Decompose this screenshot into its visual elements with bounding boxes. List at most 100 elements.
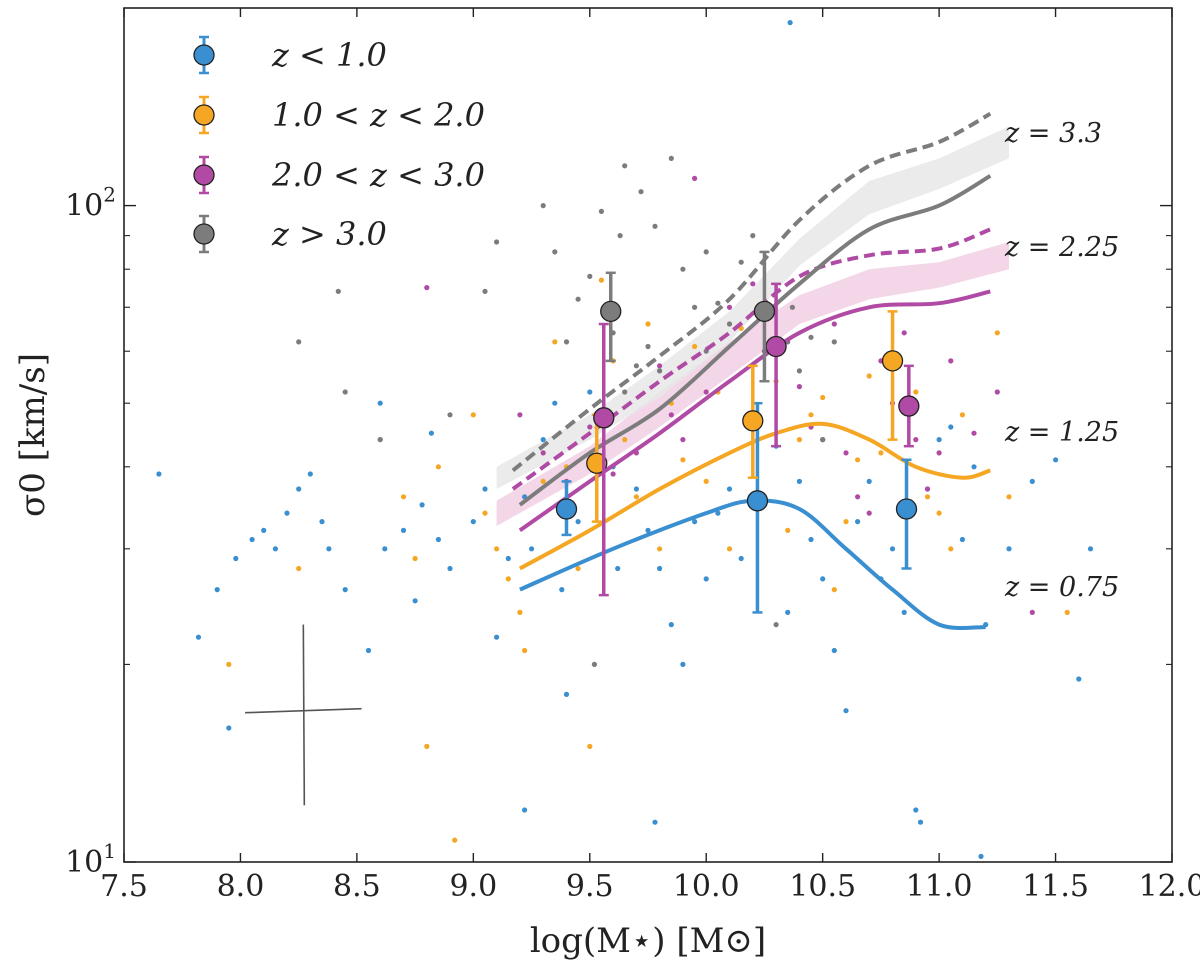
scatter-point <box>808 412 814 418</box>
scatter-point <box>680 437 686 443</box>
binned-means <box>555 250 920 614</box>
scatter-point <box>959 412 966 418</box>
scatter-point <box>796 437 803 443</box>
scatter-point <box>773 622 779 628</box>
scatter-point <box>878 450 884 456</box>
scatter-point <box>233 555 239 562</box>
scatter-point <box>680 457 686 463</box>
x-tick-label: 9.5 <box>566 869 614 904</box>
scatter-point <box>657 565 663 572</box>
scatter-point <box>738 555 744 562</box>
x-tick-label: 7.5 <box>100 869 148 904</box>
model-curve <box>519 498 986 630</box>
scatter-point <box>948 546 954 552</box>
scatter-points <box>156 20 1094 860</box>
scatter-point <box>855 457 861 463</box>
scatter-point <box>517 412 523 418</box>
scatter-point <box>638 189 644 195</box>
scatter-point <box>913 389 919 395</box>
mean-marker-gray <box>600 300 622 323</box>
axes: 7.5 8.0 8.5 9.0 9.5 10.0 10.5 11.0 11.5 12.010110… <box>65 8 1200 904</box>
scatter-point <box>587 389 593 395</box>
mean-marker-blue <box>895 498 918 520</box>
legend-marker-magenta <box>193 164 215 186</box>
scatter-point <box>382 546 388 552</box>
scatter-point <box>889 546 896 552</box>
scatter-point <box>156 471 162 477</box>
scatter-point <box>726 321 733 327</box>
scatter-point <box>575 565 581 572</box>
scatter-point <box>319 519 325 525</box>
scatter-point <box>866 478 872 484</box>
scatter-point <box>726 486 733 492</box>
scatter-point <box>307 471 313 477</box>
y-tick-exponent: 2 <box>103 183 116 207</box>
scatter-point <box>272 546 278 552</box>
mean-marker-magenta <box>898 395 920 417</box>
y-tick-label: 101 <box>65 839 116 880</box>
mean-marker-gray <box>753 300 776 323</box>
scatter-point <box>249 536 255 543</box>
scatter-point <box>855 519 861 525</box>
scatter-point <box>412 598 418 604</box>
scatter-point <box>494 239 500 245</box>
scatter-point <box>447 565 453 572</box>
scatter-point <box>482 486 488 492</box>
scatter-point <box>622 437 628 443</box>
scatter-point <box>575 519 581 525</box>
scatter-point <box>435 464 441 470</box>
model-curves: z = 0.75 z = 1.25 z = 2.25 z = 3.3 <box>511 112 1119 630</box>
legend-label-blue: z < 1.0 <box>271 36 387 74</box>
mean-marker-magenta <box>765 335 787 358</box>
scatter-point <box>726 304 733 310</box>
scatter-point <box>505 576 511 582</box>
scatter-point <box>529 546 535 552</box>
scatter-point <box>913 807 919 813</box>
scatter-point <box>855 494 861 500</box>
scatter-point <box>1029 478 1035 484</box>
scatter-point <box>692 343 698 350</box>
legend-marker-orange <box>193 104 215 126</box>
scatter-point <box>726 546 733 552</box>
scatter-point <box>645 321 651 327</box>
scatter-point <box>645 527 651 534</box>
x-tick-label: 11.5 <box>1022 869 1089 904</box>
scatter-point <box>843 708 849 714</box>
scatter-point <box>971 464 977 470</box>
x-axis-label: log(M⋆) [M⊙] <box>530 921 766 961</box>
x-tick-label: 11.0 <box>906 869 973 904</box>
band-2.25 <box>496 242 1010 526</box>
scatter-point <box>452 837 458 843</box>
scatter-point <box>843 519 849 525</box>
scatter-point <box>913 437 919 443</box>
scatter-point <box>808 536 814 543</box>
scatter-point <box>917 819 924 825</box>
scatter-point <box>680 661 686 668</box>
scatter-point <box>633 363 640 369</box>
curve-label: z = 2.25 <box>1004 232 1119 263</box>
scatter-point <box>214 587 220 593</box>
scatter-point <box>971 430 977 436</box>
scatter-point <box>195 634 202 640</box>
scatter-point <box>820 394 826 401</box>
model-curve-dashed <box>511 227 992 491</box>
scatter-point <box>296 339 302 345</box>
scatter-point <box>901 609 907 616</box>
x-tick-label: 10.0 <box>673 869 740 904</box>
scatter-point <box>540 203 546 209</box>
scatter-point <box>796 368 803 374</box>
scatter-point <box>435 536 441 543</box>
scatter-point <box>482 288 488 294</box>
scatter-point <box>750 233 756 239</box>
scatter-point <box>326 546 332 552</box>
scatter-point <box>552 400 558 406</box>
scatter-point <box>563 339 570 345</box>
legend: z < 1.0 1.0 < z < 2.0 2.0 < z < 3.0 z > 3.0 <box>193 35 485 254</box>
scatter-point <box>342 587 348 593</box>
legend-marker-blue <box>193 44 215 66</box>
scatter-point <box>787 20 793 26</box>
scatter-point <box>419 502 425 508</box>
scatter-point <box>494 546 500 552</box>
scatter-point <box>447 412 453 418</box>
scatter-point <box>587 424 593 430</box>
